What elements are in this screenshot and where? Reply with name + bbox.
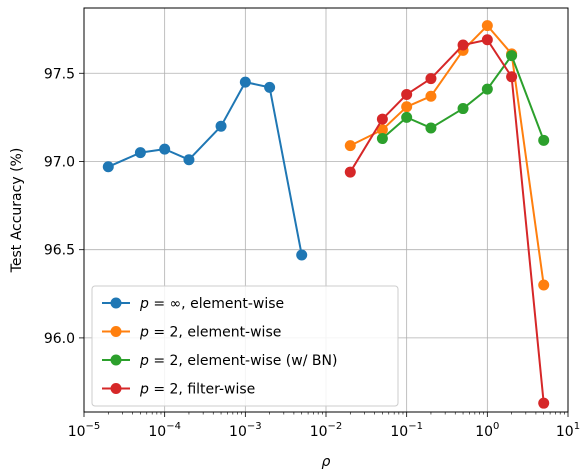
data-point: [538, 134, 550, 146]
legend-marker: [110, 326, 122, 337]
data-point: [506, 50, 518, 62]
data-point: [425, 122, 437, 134]
x-axis-label: ρ: [322, 454, 331, 470]
y-tick-label: 97.0: [44, 154, 75, 170]
legend-marker: [110, 383, 122, 394]
x-tick-label: 10−2: [310, 421, 343, 440]
legend-item: p = 2, element-wise (w/ BN): [102, 353, 337, 369]
series-layer: [102, 20, 550, 409]
data-point: [481, 34, 493, 46]
series-line: [107, 81, 303, 256]
data-point: [401, 88, 413, 100]
data-point: [183, 154, 195, 166]
y-axis-label: Test Accuracy (%): [9, 148, 25, 274]
series-1: [102, 76, 308, 261]
legend-item: p = 2, filter-wise: [102, 382, 255, 398]
legend-box: [91, 285, 399, 407]
data-point: [344, 140, 356, 152]
y-tick-label: 96.5: [44, 243, 75, 259]
data-point: [376, 113, 388, 125]
x-tick-label: 10−5: [68, 421, 101, 440]
data-point: [134, 147, 146, 159]
y-tick-label: 96.0: [44, 331, 75, 347]
data-point: [457, 39, 469, 51]
data-point: [401, 101, 413, 113]
y-tick-label: 97.5: [44, 66, 75, 82]
legend-marker: [110, 354, 122, 366]
legend-marker: [110, 297, 122, 309]
data-point: [376, 133, 388, 145]
data-point: [538, 397, 550, 409]
data-point: [425, 90, 437, 102]
ticks: 10−5 10−4 10−3 10−2 10−1 100 101 96.0 96.5 97.0 97…: [44, 66, 580, 440]
x-tick-label: 100: [475, 421, 499, 440]
series-3: [376, 50, 550, 146]
data-point: [401, 111, 413, 123]
data-point: [481, 83, 493, 95]
series-4: [344, 34, 550, 409]
data-point: [159, 143, 171, 155]
data-point: [538, 279, 550, 291]
legend-item: p = ∞, element-wise: [102, 296, 284, 312]
legend-label: p = 2, filter-wise: [139, 382, 255, 398]
data-point: [457, 103, 469, 115]
data-point: [264, 81, 276, 93]
series-line: [349, 24, 545, 286]
legend: p = ∞, element-wise p = 2, element-wise p …: [91, 285, 399, 407]
x-tick-label: 10−1: [390, 421, 423, 440]
series-line: [349, 38, 545, 404]
legend-item: p = 2, element-wise: [102, 325, 281, 341]
data-point: [215, 120, 227, 132]
data-point: [239, 76, 251, 88]
x-tick-label: 101: [556, 421, 580, 440]
x-tick-label: 10−3: [229, 421, 262, 440]
legend-label: p = 2, element-wise: [139, 325, 281, 341]
data-point: [425, 73, 437, 85]
data-point: [376, 124, 388, 136]
data-point: [344, 166, 356, 178]
data-point: [296, 249, 308, 261]
legend-label: p = ∞, element-wise: [139, 296, 284, 312]
x-tick-label: 10−4: [148, 421, 181, 440]
legend-label: p = 2, element-wise (w/ BN): [139, 353, 337, 369]
data-point: [506, 71, 518, 83]
data-point: [481, 20, 493, 32]
data-point: [102, 161, 114, 173]
